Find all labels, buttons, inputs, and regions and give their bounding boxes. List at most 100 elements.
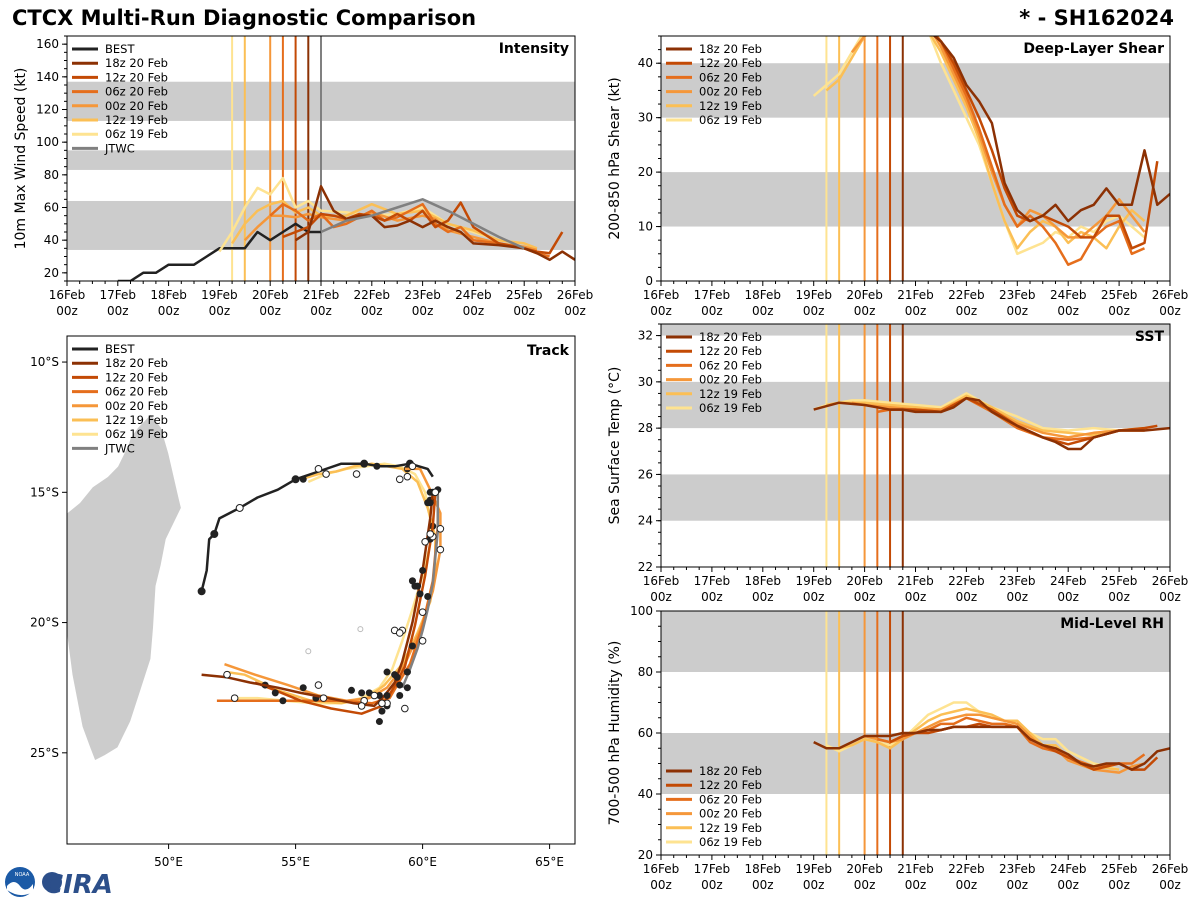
legend-label: 12z 19 Feb [105, 113, 168, 127]
track-filled-dot [403, 668, 411, 676]
x-tick-label: 16Feb [643, 288, 680, 302]
track-filled-dot [373, 462, 381, 470]
x-tick-sublabel: 00z [905, 304, 927, 318]
y-tick-label: 10 [638, 220, 653, 234]
x-tick-sublabel: 00z [752, 304, 774, 318]
x-tick-label: 60°E [408, 855, 437, 869]
track-open-dot [436, 524, 445, 533]
track-filled-dot [414, 582, 422, 590]
y-tick-label: 30 [638, 375, 653, 389]
plot-frame [66, 335, 576, 845]
x-tick-sublabel: 00z [158, 304, 180, 318]
globe-icon [42, 872, 62, 892]
x-tick-label: 25Feb [506, 288, 543, 302]
track-open-dot [431, 488, 440, 497]
best-track-dot [235, 503, 244, 512]
legend-label: BEST [105, 42, 135, 56]
x-tick-label: 26Feb [557, 288, 594, 302]
x-tick-label: 23Feb [999, 862, 1036, 876]
x-tick-sublabel: 00z [752, 878, 774, 892]
legend-label: 00z 20 Feb [699, 85, 762, 99]
x-tick-sublabel: 00z [803, 304, 825, 318]
legend-label: BEST [105, 342, 135, 356]
y-tick-label: 28 [638, 421, 653, 435]
series-line-00z-20-feb [243, 211, 538, 252]
legend-label: 06z 19 Feb [699, 113, 762, 127]
x-tick-sublabel: 00z [259, 304, 281, 318]
x-tick-label: 20Feb [846, 288, 883, 302]
y-tick-label: 40 [44, 233, 59, 247]
shaded-band [661, 324, 1170, 336]
x-tick-label: 22Feb [948, 574, 985, 588]
track-filled-dot [358, 689, 366, 697]
y-tick-label: 20 [638, 165, 653, 179]
landmass-madagascar [67, 413, 182, 762]
x-tick-sublabel: 00z [854, 878, 876, 892]
track-position-dot [347, 686, 355, 694]
x-tick-label: 22Feb [948, 862, 985, 876]
series-line-jtwc [320, 198, 525, 250]
legend-label: 18z 20 Feb [699, 764, 762, 778]
y-tick-label: 25°S [30, 746, 59, 760]
track-open-dot [395, 475, 404, 484]
x-tick-label: 18Feb [745, 288, 782, 302]
y-tick-label: 15°S [30, 485, 59, 499]
track-open-dot [314, 681, 323, 689]
track-filled-dot [396, 681, 404, 689]
track-open-dot [418, 608, 427, 616]
x-tick-label: 17Feb [100, 288, 137, 302]
x-tick-sublabel: 00z [752, 590, 774, 604]
track-position-dot [375, 718, 383, 726]
y-tick-label: 80 [638, 665, 653, 679]
y-tick-label: 40 [638, 56, 653, 70]
track-filled-dot [403, 684, 411, 692]
legend-label: 06z 19 Feb [699, 835, 762, 849]
legend-label: 06z 20 Feb [105, 85, 168, 99]
x-tick-sublabel: 00z [1159, 590, 1181, 604]
x-tick-sublabel: 00z [701, 878, 723, 892]
panel-title: SST [1135, 329, 1165, 345]
x-tick-sublabel: 00z [463, 304, 485, 318]
x-tick-label: 18Feb [745, 574, 782, 588]
legend-label: 12z 19 Feb [699, 821, 762, 835]
x-tick-sublabel: 00z [1108, 304, 1130, 318]
track-open-dot [426, 530, 435, 538]
panel-title: Deep-Layer Shear [1023, 41, 1164, 57]
y-tick-label: 22 [638, 560, 653, 574]
track-position-dot [416, 590, 424, 598]
legend-label: 18z 20 Feb [105, 56, 168, 70]
x-tick-sublabel: 00z [1007, 590, 1029, 604]
y-tick-label: 32 [638, 329, 653, 343]
y-axis-label: Sea Surface Temp (°C) [607, 367, 623, 525]
track-position-dot [383, 692, 391, 700]
legend-label: 06z 19 Feb [105, 427, 168, 441]
x-tick-label: 24Feb [455, 288, 492, 302]
y-tick-label: 20°S [30, 616, 59, 630]
x-tick-label: 16Feb [643, 862, 680, 876]
y-tick-label: 60 [44, 201, 59, 215]
legend-label: JTWC [104, 141, 135, 155]
track-open-dot [436, 545, 445, 554]
x-tick-sublabel: 00z [513, 304, 535, 318]
x-tick-label: 20Feb [846, 862, 883, 876]
x-tick-sublabel: 00z [803, 878, 825, 892]
x-tick-sublabel: 00z [1007, 878, 1029, 892]
legend-label: 18z 20 Feb [105, 356, 168, 370]
y-axis-label: 700-500 hPa Humidity (%) [607, 641, 623, 826]
legend-label: 00z 20 Feb [699, 373, 762, 387]
x-tick-label: 24Feb [1050, 574, 1087, 588]
x-tick-label: 23Feb [999, 574, 1036, 588]
track-open-dot [352, 470, 361, 478]
shear-panel: 0 10 20 30 40 16Feb 00z 17Feb 00z 18Feb 00z 19Feb 00… [607, 35, 1188, 318]
track-position-dot [383, 668, 391, 676]
legend-label: 06z 20 Feb [699, 70, 762, 84]
track-open-dot [418, 637, 427, 645]
x-tick-label: 17Feb [694, 862, 731, 876]
track-filled-dot [271, 689, 279, 697]
y-tick-label: 120 [36, 103, 59, 117]
noaa-wave-icon [7, 882, 33, 896]
x-tick-label: 25Feb [1101, 574, 1138, 588]
